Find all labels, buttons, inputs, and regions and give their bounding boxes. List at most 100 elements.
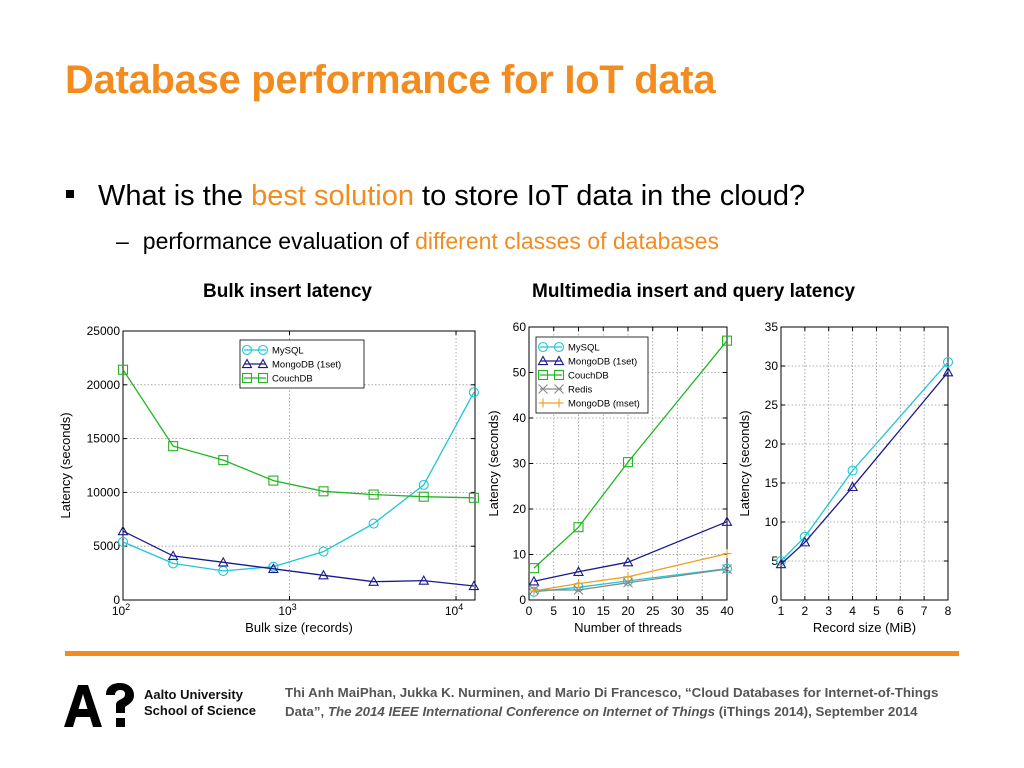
data-point: [721, 335, 733, 346]
series-line: [122, 369, 474, 499]
y-tick-label: 0: [519, 593, 526, 607]
legend-label: CouchDB: [272, 374, 313, 385]
x-tick-label: 5: [550, 604, 557, 618]
legend-label: Redis: [568, 385, 593, 396]
data-point: [217, 556, 229, 567]
data-point: [573, 522, 584, 533]
citation-venue: The 2014 IEEE International Conference o…: [327, 704, 716, 719]
citation-authors: Thi Anh MaiPhan, Jukka K. Nurminen, and …: [285, 685, 939, 719]
y-tick-label: 35: [765, 320, 779, 334]
data-point: [722, 549, 732, 559]
data-point: [573, 585, 584, 595]
x-tick-label: 10: [572, 604, 586, 618]
bullet-highlight: best solution: [251, 180, 414, 212]
data-point: [117, 364, 129, 375]
x-tick-label: 104: [445, 602, 463, 618]
series-line: [780, 371, 949, 565]
legend-marker: [553, 341, 565, 353]
citation: Thi Anh MaiPhan, Jukka K. Nurminen, and …: [285, 683, 975, 721]
data-point: [942, 357, 954, 368]
legend-label: MySQL: [272, 346, 304, 357]
legend-marker: [554, 398, 564, 408]
bullet-suffix: to store IoT data in the cloud?: [413, 180, 806, 212]
bullet-sub: – performance evaluation of different cla…: [116, 228, 719, 255]
data-point: [468, 492, 479, 503]
data-point: [318, 569, 329, 580]
y-axis-label: Latency (seconds): [58, 412, 73, 518]
x-tick-label: 2: [802, 604, 809, 618]
chart-bulk: 0 5000 10000 15000 20000 25000 102 103 104 Bulk s…: [58, 324, 480, 635]
data-point: [167, 550, 179, 561]
x-tick-label: 3: [825, 604, 832, 618]
data-point: [623, 577, 633, 588]
series-line: [534, 568, 728, 591]
data-point: [942, 366, 954, 377]
data-point: [847, 465, 858, 476]
legend-label: MySQL: [568, 343, 600, 354]
plot-frame: [528, 326, 728, 601]
series-line: [533, 552, 728, 592]
data-point: [418, 479, 429, 490]
y-tick-label: 10: [513, 548, 527, 562]
data-point: [468, 580, 480, 591]
series-line: [122, 530, 474, 587]
sub-bullet-prefix: performance evaluation of: [142, 228, 416, 254]
legend-marker: [257, 372, 269, 384]
chart-title-bulk: Bulk insert latency: [203, 281, 372, 302]
x-tick-label: 15: [597, 604, 611, 618]
data-point: [168, 441, 179, 452]
university-line-2: School of Science: [144, 703, 256, 718]
plot-frame: [122, 330, 476, 601]
legend-marker: [241, 372, 253, 384]
plot-frame: [780, 326, 949, 601]
x-tick-label: 102: [112, 602, 130, 618]
x-tick-label: 1: [778, 604, 785, 618]
legend-marker: [257, 358, 269, 369]
legend-marker: [553, 369, 565, 381]
y-tick-label: 30: [765, 359, 779, 373]
x-tick-label: 7: [921, 604, 928, 618]
slide-title: Database performance for IoT data: [65, 58, 716, 102]
y-tick-label: 30: [513, 457, 527, 471]
x-tick-label: 4: [849, 604, 856, 618]
y-axis-label: Latency (seconds): [486, 410, 501, 516]
data-point: [775, 558, 787, 569]
legend-marker: [241, 344, 253, 356]
chart-threads: 0 10 20 30 40 50 60 0 5 10 15 20 25 30 35 40 Number of t…: [486, 320, 734, 635]
data-point: [117, 525, 129, 536]
legend-marker: [538, 398, 548, 408]
legend-marker: [537, 341, 549, 353]
y-tick-label: 50: [513, 366, 527, 380]
y-tick-label: 20: [513, 502, 527, 516]
y-tick-label: 25000: [87, 324, 121, 338]
dash-bullet: –: [116, 228, 129, 254]
y-tick-label: 0: [771, 593, 778, 607]
y-tick-label: 0: [113, 593, 120, 607]
data-point: [622, 556, 634, 567]
legend-marker: [537, 369, 549, 381]
y-tick-label: 20: [765, 437, 779, 451]
series-line: [533, 340, 728, 569]
data-point: [529, 586, 539, 596]
x-tick-label: 30: [671, 604, 685, 618]
bullet-prefix: What is the: [98, 180, 252, 212]
x-axis-label: Number of threads: [574, 620, 682, 635]
x-axis-label: Bulk size (records): [245, 620, 353, 635]
data-point: [721, 563, 733, 574]
y-tick-label: 10: [765, 515, 779, 529]
university-name: Aalto University School of Science: [144, 687, 256, 719]
data-point: [218, 455, 229, 466]
y-tick-label: 40: [513, 411, 527, 425]
data-point: [267, 563, 279, 573]
legend-marker: [257, 344, 269, 356]
data-point: [268, 561, 279, 572]
data-point: [368, 489, 379, 500]
data-point: [722, 564, 732, 574]
bullet-main: What is the best solution to store IoT d…: [66, 180, 805, 213]
x-tick-label: 20: [621, 604, 635, 618]
data-point: [168, 558, 179, 569]
legend-marker: [554, 384, 564, 394]
series-line: [122, 391, 475, 572]
y-tick-label: 10000: [87, 485, 121, 499]
